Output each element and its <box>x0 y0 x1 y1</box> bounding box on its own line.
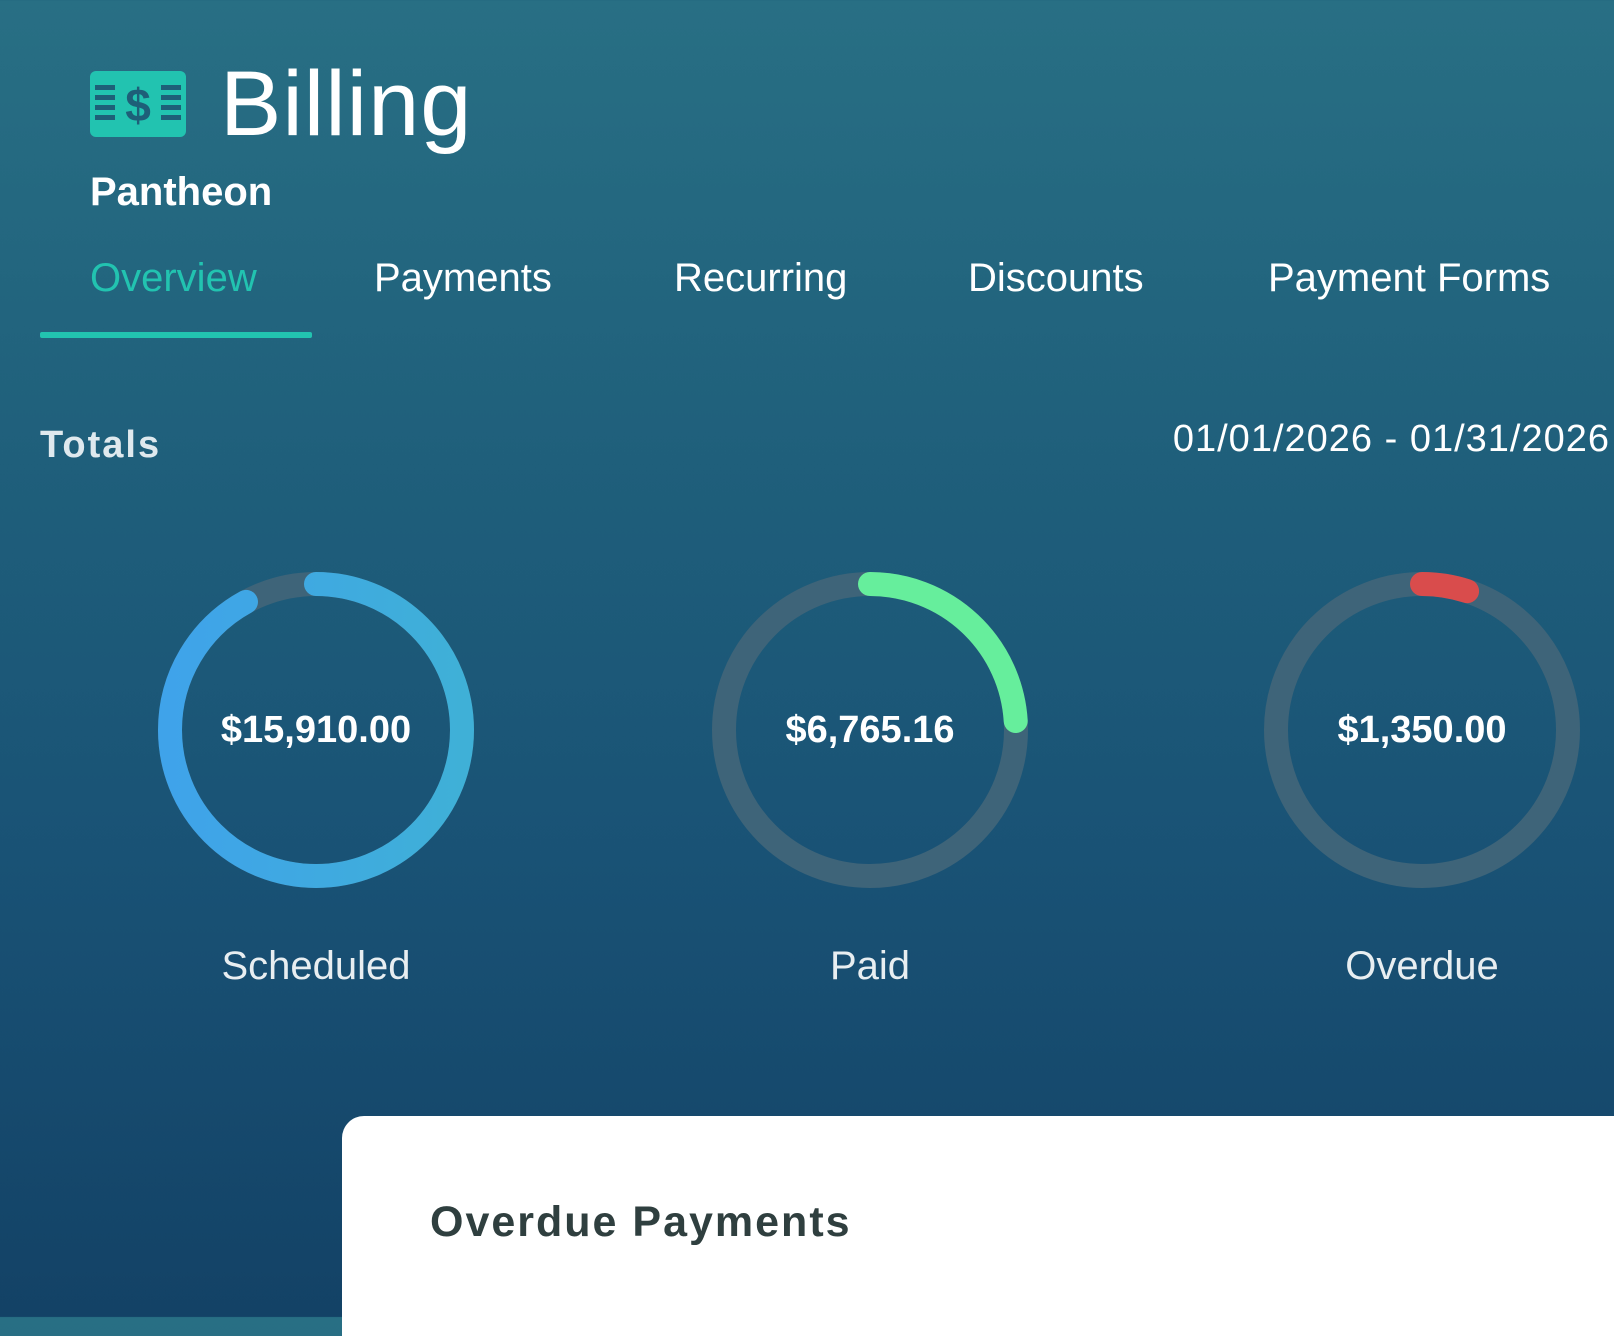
date-range-selector[interactable]: 01/01/2026 - 01/31/2026 <box>1172 418 1610 460</box>
overdue-ring-progress <box>1264 572 1580 888</box>
tab-bar: Overview Payments Recurring Discounts Pa… <box>40 256 1614 340</box>
scheduled-ring-chart <box>158 572 474 888</box>
organization-name: Pantheon <box>90 170 273 214</box>
totals-heading: Totals <box>40 424 162 466</box>
app-header: $ Billing <box>90 58 472 150</box>
tab-recurring[interactable]: Recurring <box>674 256 848 300</box>
overdue-label: Overdue <box>1345 944 1499 988</box>
paid-ring-chart <box>712 572 1028 888</box>
money-bill-icon: $ <box>90 71 186 137</box>
overdue-amount: $1,350.00 <box>1337 708 1507 751</box>
paid-ring-progress <box>712 572 1028 888</box>
svg-text:$: $ <box>125 79 151 131</box>
tab-discounts[interactable]: Discounts <box>968 256 1144 300</box>
scheduled-ring: $15,910.00 <box>146 560 486 900</box>
scheduled-ring-progress <box>158 572 474 888</box>
scheduled-label: Scheduled <box>221 944 411 988</box>
tab-payments[interactable]: Payments <box>374 256 552 300</box>
overdue-payments-heading: Overdue Payments <box>430 1198 852 1246</box>
tab-payment-forms[interactable]: Payment Forms <box>1268 256 1551 300</box>
overdue-ring: $1,350.00 <box>1252 560 1592 900</box>
page-title: Billing <box>220 53 473 155</box>
overdue-ring-chart <box>1264 572 1580 888</box>
scheduled-amount: $15,910.00 <box>220 708 412 751</box>
active-tab-indicator <box>40 332 312 338</box>
paid-label: Paid <box>829 944 911 988</box>
overdue-payments-card: Overdue Payments <box>342 1116 1614 1336</box>
tab-overview[interactable]: Overview <box>90 256 257 300</box>
paid-amount: $6,765.16 <box>785 708 955 751</box>
paid-ring: $6,765.16 <box>700 560 1040 900</box>
